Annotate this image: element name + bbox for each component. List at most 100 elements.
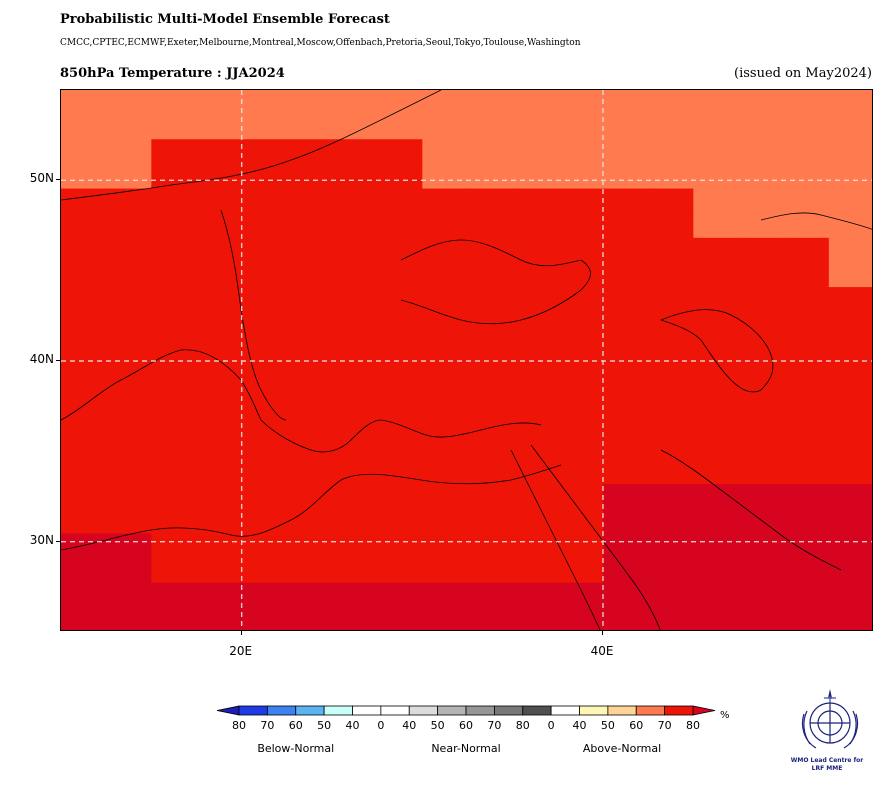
grid-cell <box>106 311 152 337</box>
grid-cell <box>467 311 514 337</box>
grid-cell <box>648 213 694 239</box>
grid-cell <box>693 385 740 411</box>
grid-cell <box>332 139 378 165</box>
grid-cell <box>603 385 649 411</box>
grid-cell <box>557 434 604 461</box>
grid-cell <box>61 237 107 264</box>
grid-cell <box>241 336 288 362</box>
grid-cell <box>286 361 333 387</box>
grid-cell <box>828 139 872 165</box>
grid-cell <box>196 139 243 165</box>
grid-cell <box>512 139 559 165</box>
gridlines <box>61 90 872 630</box>
grid-cell <box>603 139 649 165</box>
grid-cell <box>783 262 830 288</box>
grid-cell <box>738 607 785 630</box>
grid-cell <box>241 385 288 411</box>
grid-cell <box>603 237 649 264</box>
colorbar-cells <box>238 705 694 716</box>
grid-cell <box>467 607 514 630</box>
grid-cell <box>106 114 152 140</box>
grid-cell <box>603 361 649 387</box>
grid-cell <box>106 484 152 510</box>
grid-cell <box>603 311 649 337</box>
grid-cell <box>557 213 604 239</box>
colorbar-arrow-left <box>216 705 240 716</box>
grid-cell <box>783 361 830 387</box>
colorbar-cell <box>266 705 297 716</box>
grid-cell <box>106 262 152 288</box>
grid-cell <box>106 361 152 387</box>
grid-cell <box>557 262 604 288</box>
lon-tick <box>602 631 603 635</box>
grid-cell <box>106 607 152 630</box>
grid-cell <box>648 311 694 337</box>
grid-cell <box>828 213 872 239</box>
grid-cell <box>241 484 288 510</box>
grid-cell <box>738 361 785 387</box>
logo-caption-line1: WMO Lead Centre for <box>790 757 864 764</box>
grid-cell <box>286 163 333 190</box>
grid-cell <box>467 114 514 140</box>
grid-cell <box>61 139 107 165</box>
grid-cell <box>61 582 107 608</box>
grid-cell <box>467 434 514 461</box>
grid-cell <box>693 287 740 313</box>
grid-cell <box>422 410 469 436</box>
grid-cell <box>196 188 243 214</box>
grid-cell <box>422 582 469 608</box>
grid-cell <box>332 188 378 214</box>
grid-cell <box>332 459 378 485</box>
grid-cell <box>693 139 740 165</box>
colorbar-tick-label: 40 <box>346 719 360 732</box>
grid-cell <box>738 213 785 239</box>
grid-cell <box>512 361 559 387</box>
grid-cell <box>151 361 198 387</box>
grid-cell <box>286 582 333 608</box>
grid-cell <box>422 213 469 239</box>
grid-cell <box>422 311 469 337</box>
grid-cell <box>648 361 694 387</box>
gulf-coast <box>660 449 842 571</box>
grid-cell <box>61 484 107 510</box>
grid-cell <box>467 287 514 313</box>
grid-cell <box>738 163 785 190</box>
grid-cell <box>377 508 423 535</box>
grid-cell <box>557 361 604 387</box>
grid-cell <box>512 114 559 140</box>
grid-cell <box>377 459 423 485</box>
grid-cell <box>828 90 872 116</box>
grid-cell <box>603 213 649 239</box>
grid-cell <box>828 163 872 190</box>
grid-cell <box>61 163 107 190</box>
grid-cell <box>241 558 288 584</box>
grid-cell <box>693 163 740 190</box>
grid-cell <box>783 484 830 510</box>
grid-cell <box>151 607 198 630</box>
grid-cell <box>422 385 469 411</box>
grid-cell <box>557 459 604 485</box>
grid-cell <box>467 385 514 411</box>
grid-cell <box>603 262 649 288</box>
grid-cell <box>332 533 378 559</box>
grid-cell <box>512 287 559 313</box>
grid-cell <box>828 361 872 387</box>
grid-cell <box>377 311 423 337</box>
grid-cell <box>603 558 649 584</box>
lon-tick <box>240 631 242 635</box>
grid-cell <box>196 410 243 436</box>
grid-cell <box>61 262 107 288</box>
grid-cell <box>286 287 333 313</box>
grid-cell <box>196 434 243 461</box>
grid-cell <box>648 336 694 362</box>
grid-cell <box>828 114 872 140</box>
grid-cell <box>196 237 243 264</box>
grid-cell <box>693 361 740 387</box>
grid-cell <box>377 262 423 288</box>
grid-cell <box>648 582 694 608</box>
grid-cell <box>557 163 604 190</box>
colorbar-arrow-right <box>692 705 716 716</box>
colorbar-cell <box>607 705 637 716</box>
grid-cell <box>106 287 152 313</box>
colorbar-cell <box>550 705 580 716</box>
